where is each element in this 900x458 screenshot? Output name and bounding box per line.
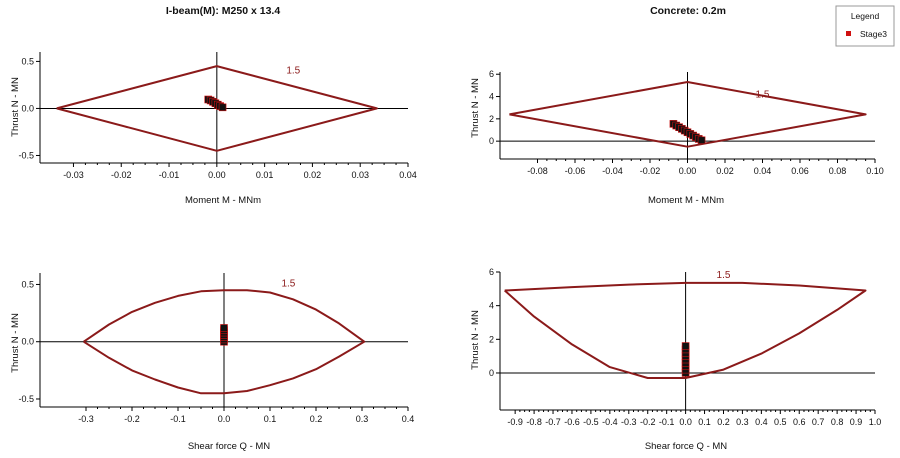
y-tick-label: 0.0 [21, 103, 34, 113]
data-point [697, 136, 706, 145]
x-tick-label: -0.02 [640, 166, 661, 176]
x-tick-label: 0.1 [698, 417, 711, 427]
legend-box [835, 5, 895, 47]
y-axis-label: Thrust N - MN [10, 313, 21, 373]
y-tick-label: 2 [489, 114, 494, 124]
x-tick-label: 0.3 [736, 417, 749, 427]
x-tick-label: 0.10 [866, 166, 884, 176]
x-tick-label: 0.4 [755, 417, 768, 427]
x-tick-label: 0.0 [218, 414, 231, 424]
x-tick-label: 0.4 [402, 414, 415, 424]
x-tick-label: -0.4 [602, 417, 618, 427]
x-axis-label: Moment M - MNm [185, 195, 261, 206]
x-tick-label: 0.3 [356, 414, 369, 424]
y-tick-label: 0 [489, 136, 494, 146]
y-tick-label: -0.5 [18, 150, 34, 160]
envelope-curve [56, 65, 378, 152]
y-axis-label: Thrust N - MN [10, 77, 21, 137]
envelope-curve [504, 281, 867, 379]
data-point [220, 324, 228, 332]
legend-marker-stage3 [846, 31, 851, 36]
x-tick-label: 0.5 [774, 417, 787, 427]
x-tick-label: -0.7 [545, 417, 561, 427]
legend-title: Legend [851, 11, 880, 21]
x-tick-label: 0.2 [310, 414, 323, 424]
y-tick-label: 4 [489, 301, 494, 311]
x-axis-label: Shear force Q - MN [645, 441, 727, 452]
legend-item-stage3: Stage3 [860, 29, 887, 39]
y-tick-label: 4 [489, 92, 494, 102]
x-tick-label: -0.01 [159, 170, 180, 180]
x-tick-label: 0.1 [264, 414, 277, 424]
x-tick-label: -0.1 [659, 417, 675, 427]
y-tick-label: 6 [489, 267, 494, 277]
x-tick-label: 0.9 [850, 417, 863, 427]
x-tick-label: -0.8 [526, 417, 542, 427]
x-tick-label: 0.04 [399, 170, 417, 180]
y-tick-label: 2 [489, 334, 494, 344]
y-tick-label: 0.5 [21, 279, 34, 289]
x-tick-label: -0.02 [111, 170, 132, 180]
chart-title: I-beam(M): M250 x 13.4 [166, 5, 281, 17]
x-tick-label: -0.1 [170, 414, 186, 424]
x-tick-label: -0.6 [564, 417, 580, 427]
y-tick-label: 0.0 [21, 337, 34, 347]
x-axis-label: Shear force Q - MN [188, 441, 270, 452]
chart-concrete-thrust-moment: Concrete: 0.2m Moment M - MNm Thrust N -… [470, 5, 884, 206]
envelope-label: 1.5 [286, 66, 300, 77]
envelope-curve [83, 289, 366, 395]
legend: Legend Stage3 [835, 5, 895, 47]
envelope-label: 1.5 [717, 270, 731, 281]
x-tick-label: 0.06 [791, 166, 809, 176]
chart-ibeam-thrust-moment: I-beam(M): M250 x 13.4 Moment M - MNm Th… [10, 5, 417, 206]
y-axis-label: Thrust N - MN [470, 310, 481, 370]
x-tick-label: -0.03 [63, 170, 84, 180]
x-tick-label: 0.01 [256, 170, 274, 180]
x-tick-label: -0.2 [124, 414, 140, 424]
y-tick-label: 6 [489, 69, 494, 79]
x-tick-label: 0.8 [831, 417, 844, 427]
x-tick-label: 0.6 [793, 417, 806, 427]
x-tick-label: 0.0 [679, 417, 692, 427]
x-tick-label: 0.02 [304, 170, 322, 180]
x-tick-label: 0.04 [754, 166, 772, 176]
y-tick-label: -0.5 [18, 394, 34, 404]
x-tick-label: 0.03 [351, 170, 369, 180]
y-axis-label: Thrust N - MN [470, 78, 481, 138]
x-tick-label: 0.2 [717, 417, 730, 427]
x-axis-label: Moment M - MNm [648, 195, 724, 206]
x-tick-label: -0.5 [583, 417, 599, 427]
x-tick-label: 0.00 [679, 166, 697, 176]
data-point [681, 342, 690, 350]
x-tick-label: -0.06 [565, 166, 586, 176]
y-tick-label: 0 [489, 368, 494, 378]
envelope-label: 1.5 [281, 279, 295, 290]
x-tick-label: -0.9 [507, 417, 523, 427]
x-tick-label: 1.0 [869, 417, 882, 427]
x-tick-label: -0.04 [602, 166, 623, 176]
envelope-label: 1.5 [756, 90, 770, 101]
chart-concrete-thrust-shear: Shear force Q - MN Thrust N - MN -0.9 -0.… [470, 267, 881, 452]
x-tick-label: -0.2 [640, 417, 656, 427]
x-tick-label: -0.08 [527, 166, 548, 176]
x-tick-label: -0.3 [78, 414, 94, 424]
x-tick-label: 0.02 [716, 166, 734, 176]
y-tick-label: 0.5 [21, 56, 34, 66]
chart-title: Concrete: 0.2m [650, 5, 726, 17]
envelope-curve [509, 81, 867, 148]
chart-ibeam-thrust-shear: Shear force Q - MN Thrust N - MN -0.3 -0.… [10, 273, 414, 452]
x-tick-label: -0.3 [621, 417, 637, 427]
x-tick-label: 0.08 [829, 166, 847, 176]
x-tick-label: 0.7 [812, 417, 825, 427]
data-point [218, 103, 227, 112]
x-tick-label: 0.00 [208, 170, 226, 180]
